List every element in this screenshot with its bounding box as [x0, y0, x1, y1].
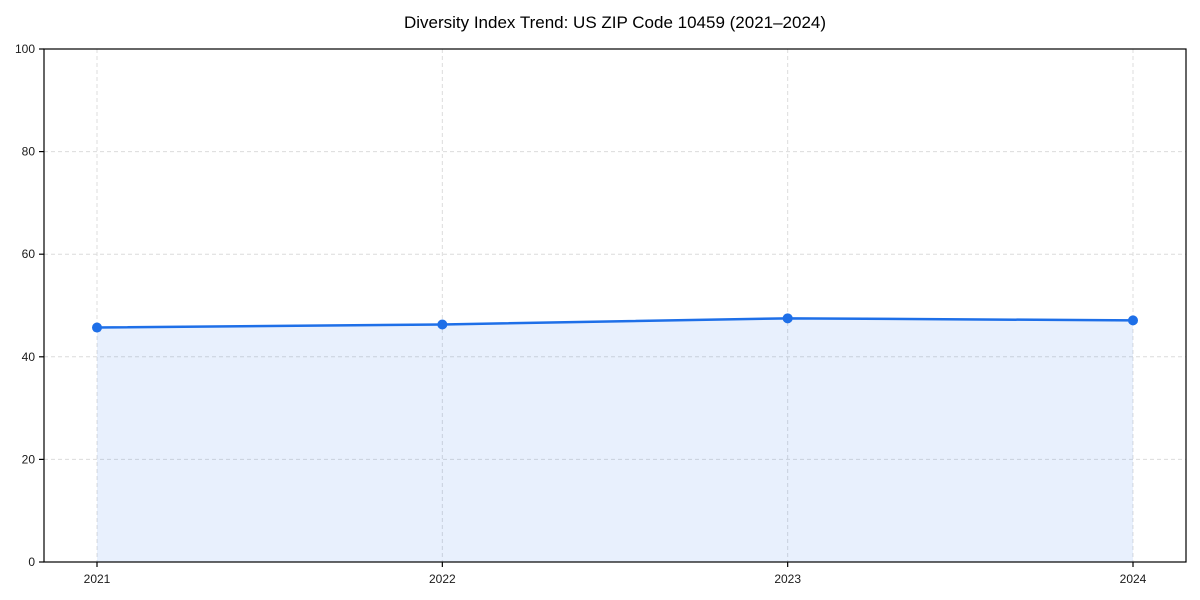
x-axis-tick-label: 2021	[84, 572, 111, 586]
area-fill	[97, 318, 1133, 562]
y-axis-tick-label: 20	[22, 452, 36, 466]
chart-title: Diversity Index Trend: US ZIP Code 10459…	[403, 13, 827, 32]
x-axis-tick-label: 2024	[1120, 572, 1147, 586]
y-axis-tick-label: 100	[15, 42, 35, 56]
y-axis-tick-label: 60	[22, 247, 36, 261]
y-axis-tick-label: 80	[22, 145, 36, 159]
data-point	[782, 313, 793, 324]
data-point	[1128, 315, 1138, 326]
x-axis-tick-label: 2022	[429, 572, 456, 586]
plot-border	[43, 48, 1187, 563]
data-point	[92, 322, 102, 333]
data-line	[95, 317, 1135, 329]
y-axis-tick-label: 40	[22, 350, 36, 364]
data-point	[437, 319, 448, 330]
x-axis-tick-label: 2023	[774, 572, 801, 586]
y-axis-tick-label: 0	[28, 555, 35, 569]
